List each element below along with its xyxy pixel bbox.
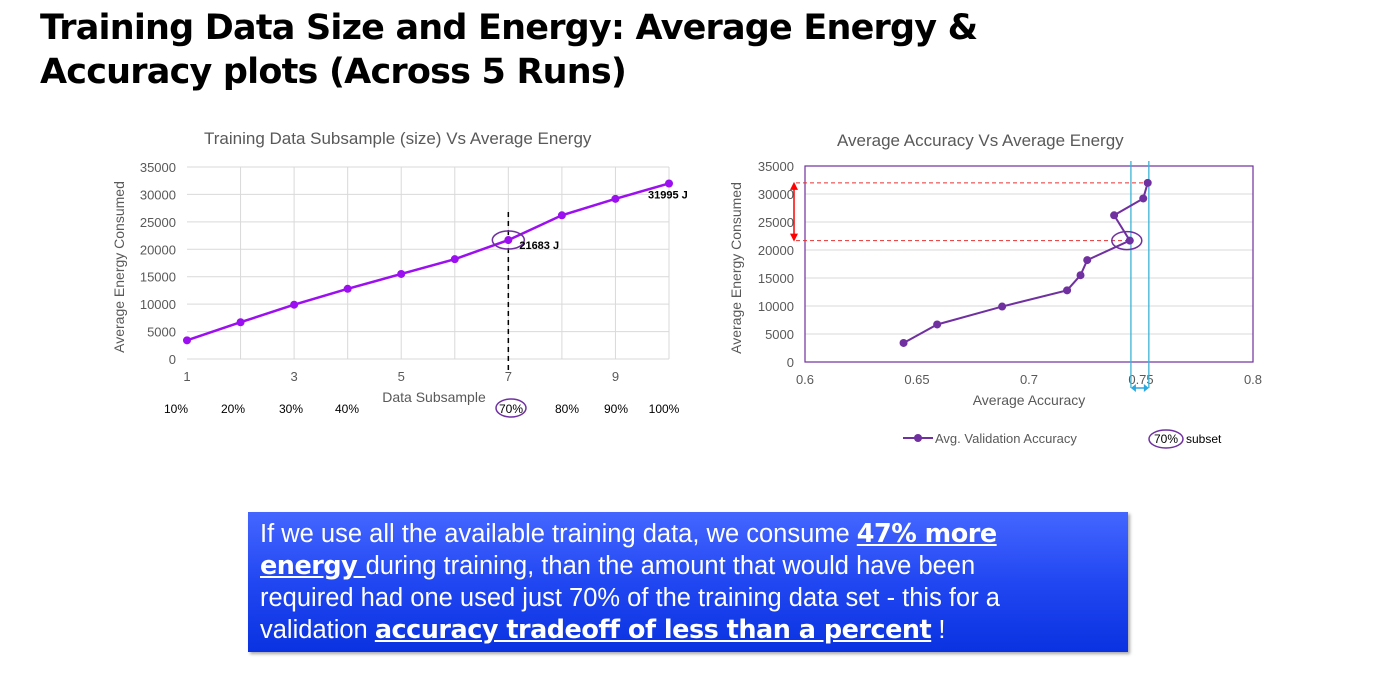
callout-text-2: during training, than the amount that wo… <box>365 552 976 580</box>
chart1-x-axis-label: Data Subsample <box>382 389 486 405</box>
chart2-y-tick-label: 30000 <box>758 187 794 202</box>
chart2-arrowhead-up <box>790 181 798 190</box>
chart2-data-point <box>899 338 908 347</box>
chart2-y-tick-label: 5000 <box>765 327 794 342</box>
chart1-data-point <box>343 284 352 293</box>
slide-title-line-1: Training Data Size and Energy: Average E… <box>40 8 978 48</box>
callout-bold-1: 47% more <box>856 519 997 549</box>
chart1-y-tick-label: 15000 <box>140 270 176 285</box>
callout-text-1: If we use all the available training dat… <box>260 520 857 548</box>
chart2-highlight-point-circle <box>1111 230 1143 251</box>
chart2-x-tick-label: 0.65 <box>904 372 929 387</box>
slide-title: Training Data Size and Energy: Average E… <box>40 6 1140 94</box>
chart2-y-tick-label: 0 <box>787 355 794 370</box>
chart1-percent-label: 40% <box>335 402 359 416</box>
chart1-data-point <box>397 269 406 278</box>
chart2-arrowhead-right <box>1143 384 1149 392</box>
chart1-x-tick-label: 7 <box>505 369 512 384</box>
chart1-percent-highlight-circle <box>495 398 527 418</box>
chart2-data-point <box>1110 211 1119 220</box>
chart1-y-axis-label: Average Energy Consumed <box>111 181 127 353</box>
chart2-series-line <box>903 182 1149 344</box>
chart1-x-tick-label: 1 <box>183 369 190 384</box>
chart1-data-point <box>504 236 513 245</box>
chart1-y-tick-label: 20000 <box>140 242 176 257</box>
callout-text-5: ! <box>931 616 946 644</box>
callout-text-3: required had one used just 70% of the tr… <box>260 584 1000 612</box>
chart1-title: Training Data Subsample (size) Vs Averag… <box>204 129 592 148</box>
chart1-x-tick-label: 3 <box>290 369 297 384</box>
chart1-percent-label: 70% <box>499 402 523 416</box>
chart2-title: Average Accuracy Vs Average Energy <box>837 131 1124 150</box>
callout-bold-3: accuracy tradeoff of less than a percent <box>374 615 932 645</box>
chart1-y-tick-label: 30000 <box>140 187 176 202</box>
chart2-y-tick-label: 35000 <box>758 159 794 174</box>
chart2-arrowhead-left <box>1130 384 1136 392</box>
chart1-data-point <box>450 255 459 264</box>
chart1-y-tick-label: 0 <box>169 352 176 367</box>
chart1-x-tick-label: 5 <box>398 369 405 384</box>
chart2-x-tick-label: 0.8 <box>1244 372 1262 387</box>
chart2-legend-circle-text: 70% <box>1154 432 1178 446</box>
chart1-percent-label: 10% <box>164 402 188 416</box>
chart1-data-label: 31995 J <box>648 189 688 201</box>
chart1-percent-label: 30% <box>279 402 303 416</box>
chart1-data-point <box>183 336 191 345</box>
chart2-data-point <box>933 320 942 329</box>
chart2-accuracy-vs-energy: 0 5000 10000 15000 20000 25000 30000 35000 0.6 0.… <box>728 159 1262 449</box>
chart1-data-point <box>290 300 299 309</box>
slide-title-line-2: Accuracy plots (Across 5 Runs) <box>40 52 627 92</box>
chart2-x-axis-label: Average Accuracy <box>973 392 1086 408</box>
chart2-data-point <box>1083 256 1092 265</box>
chart2-arrowhead-down <box>790 233 798 242</box>
chart2-data-point <box>1063 286 1072 295</box>
chart2-legend-series-name: Avg. Validation Accuracy <box>935 431 1077 446</box>
chart1-y-tick-label: 10000 <box>140 297 176 312</box>
chart2-y-tick-label: 25000 <box>758 215 794 230</box>
chart2-y-tick-label: 15000 <box>758 271 794 286</box>
chart1-series-line <box>186 182 670 342</box>
chart2-y-axis-label: Average Energy Consumed <box>728 182 744 354</box>
chart1-percent-label: 100% <box>649 402 680 416</box>
chart2-x-tick-label: 0.7 <box>1020 372 1038 387</box>
chart1-y-tick-label: 5000 <box>147 325 176 340</box>
callout-box: If we use all the available training dat… <box>248 512 1128 652</box>
chart2-legend-circle <box>1148 429 1184 449</box>
chart1-data-label: 21683 J <box>519 240 559 252</box>
callout-bold-2: energy <box>260 551 366 581</box>
chart2-data-point <box>998 302 1007 311</box>
chart2-plot-border <box>804 165 1254 363</box>
chart2-data-point <box>1125 236 1134 245</box>
chart1-data-point <box>557 211 566 220</box>
chart1-data-point <box>236 318 245 327</box>
chart1-data-point <box>611 194 620 203</box>
chart1-percent-label: 80% <box>555 402 579 416</box>
chart2-legend-marker <box>914 434 922 442</box>
chart2-data-point <box>1139 194 1148 203</box>
chart1-energy-vs-subsample: 0 5000 10000 15000 20000 25000 30000 35000 1 3 5 7 9… <box>111 160 688 418</box>
chart2-x-tick-label: 0.75 <box>1128 372 1153 387</box>
chart2-y-tick-label: 20000 <box>758 243 794 258</box>
chart1-data-point <box>665 179 673 188</box>
chart2-x-tick-label: 0.6 <box>796 372 814 387</box>
chart2-legend-subset-text: subset <box>1186 432 1222 446</box>
callout-text-4: validation <box>260 616 375 644</box>
chart1-y-tick-label: 35000 <box>140 160 176 175</box>
chart2-y-tick-label: 10000 <box>758 299 794 314</box>
chart2-data-point <box>1076 271 1085 280</box>
chart1-percent-label: 20% <box>221 402 245 416</box>
chart1-highlight-point-circle <box>491 230 526 250</box>
chart1-y-tick-label: 25000 <box>140 215 176 230</box>
chart1-percent-label: 90% <box>604 402 628 416</box>
chart1-x-tick-label: 9 <box>612 369 619 384</box>
chart2-data-point <box>1143 178 1152 187</box>
